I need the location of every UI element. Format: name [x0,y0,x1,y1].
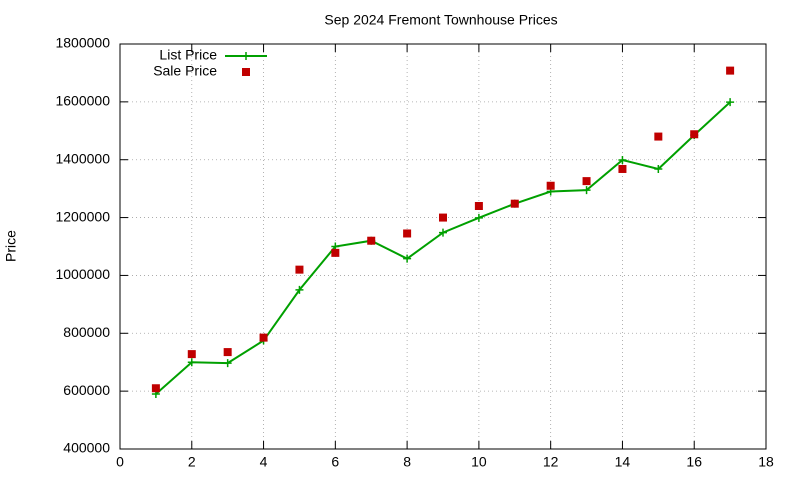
y-tick-label: 600000 [63,382,110,398]
x-tick-label: 0 [116,454,124,470]
x-tick-label: 12 [543,454,559,470]
point-marker [331,248,340,257]
y-tick-label: 1000000 [55,266,110,282]
point-marker [654,164,663,173]
x-tick-label: 10 [471,454,487,470]
point-marker [618,156,627,165]
x-tick-label: 4 [260,454,268,470]
point-marker [582,177,591,186]
point-marker [546,181,555,190]
point-marker [474,202,483,210]
y-tick-label: 1600000 [55,93,110,109]
series-line [155,101,731,395]
x-tick-label: 2 [188,454,196,470]
point-marker [187,358,196,367]
point-marker [439,228,447,237]
chart-title: Sep 2024 Fremont Townhouse Prices [324,12,557,28]
point-marker [259,333,268,342]
point-marker [582,186,591,195]
point-marker [367,236,376,245]
plot-border [119,43,767,450]
point-marker [474,213,483,222]
point-marker [618,164,627,173]
y-tick-label: 1400000 [55,150,110,166]
point-marker [223,348,232,357]
y-tick-label: 800000 [63,324,110,340]
point-marker [510,199,519,208]
legend-label: List Price [159,47,217,63]
legend-label: Sale Price [153,63,217,79]
x-tick-label: 18 [758,454,774,470]
point-marker [726,66,735,75]
point-marker [439,213,447,222]
point-marker [654,132,663,141]
legend-marker [242,52,250,60]
x-tick-label: 8 [403,454,411,470]
point-marker [295,285,304,294]
point-marker [690,130,699,139]
point-marker [187,350,196,359]
legend-marker [242,68,250,76]
point-marker [151,384,160,393]
point-marker [295,265,304,274]
x-tick-label: 14 [615,454,631,470]
y-tick-label: 400000 [63,440,110,456]
y-tick-label: 1200000 [55,208,110,224]
point-marker [403,254,412,263]
x-tick-label: 16 [686,454,702,470]
point-marker [403,229,412,238]
y-tick-label: 1800000 [55,35,110,51]
point-marker [726,98,735,107]
x-tick-label: 6 [331,454,339,470]
point-marker [223,359,232,368]
y-axis-label: Price [3,230,19,262]
